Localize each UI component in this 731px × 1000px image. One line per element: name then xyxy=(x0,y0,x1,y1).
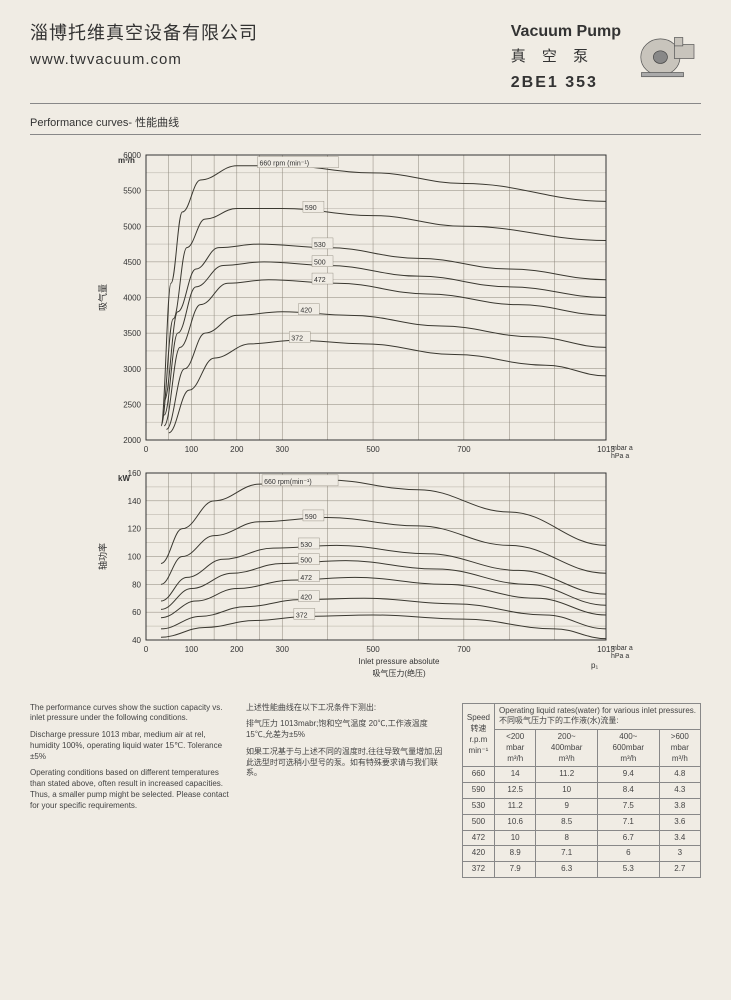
footer-en-p3: Operating conditions based on different … xyxy=(30,768,232,811)
svg-text:100: 100 xyxy=(184,445,198,454)
svg-text:hPa a: hPa a xyxy=(611,453,629,460)
svg-text:372: 372 xyxy=(291,335,303,342)
svg-text:200: 200 xyxy=(230,445,244,454)
svg-text:590: 590 xyxy=(304,513,316,520)
svg-text:0: 0 xyxy=(143,445,148,454)
footer-col-cn: 上述性能曲线在以下工况条件下测出: 排气压力 1013mabr;饱和空气温度 2… xyxy=(246,703,448,879)
svg-text:hPa a: hPa a xyxy=(611,653,629,660)
shaft-power-chart: 40608010012014016001002003005007001013mb… xyxy=(86,465,646,685)
svg-text:660 rpm (min⁻¹): 660 rpm (min⁻¹) xyxy=(259,160,309,167)
svg-text:500: 500 xyxy=(366,645,380,654)
svg-text:530: 530 xyxy=(300,541,312,548)
svg-text:kW: kW xyxy=(118,474,130,483)
svg-text:660 rpm(min⁻¹): 660 rpm(min⁻¹) xyxy=(264,478,312,485)
product-model: 2BE1 353 xyxy=(511,71,621,95)
footer-cn-p2: 排气压力 1013mabr;饱和空气温度 20℃,工作液温度 15℃,允差为±5… xyxy=(246,719,448,741)
svg-text:3500: 3500 xyxy=(123,329,141,338)
svg-text:Inlet pressure absolute: Inlet pressure absolute xyxy=(358,657,439,666)
svg-text:500: 500 xyxy=(300,557,312,564)
footer-col-en: The performance curves show the suction … xyxy=(30,703,232,879)
svg-text:轴功率: 轴功率 xyxy=(97,542,108,569)
svg-text:472: 472 xyxy=(314,277,326,284)
svg-text:m³/h: m³/h xyxy=(118,156,135,165)
svg-text:mbar a: mbar a xyxy=(611,645,633,652)
footer-table-wrap: Speed转速r.p.mmin⁻¹Operating liquid rates(… xyxy=(462,703,701,879)
footer-cn-p1: 上述性能曲线在以下工况条件下测出: xyxy=(246,703,448,714)
company-name-cn: 淄博托维真空设备有限公司 xyxy=(30,20,258,47)
svg-text:372: 372 xyxy=(295,612,307,619)
suction-capacity-chart: 2000250030003500400045005000550060000100… xyxy=(86,145,646,465)
svg-text:140: 140 xyxy=(127,496,141,505)
svg-text:420: 420 xyxy=(300,307,312,314)
header-left: 淄博托维真空设备有限公司 www.twvacuum.com xyxy=(30,20,258,72)
svg-text:472: 472 xyxy=(300,574,312,581)
svg-text:2000: 2000 xyxy=(123,436,141,445)
svg-text:500: 500 xyxy=(314,259,326,266)
footer-cn-p3: 如果工况基于与上述不同的温度时,往往导致气量增加,因此选型时可选稍小型号的泵。如… xyxy=(246,747,448,779)
svg-text:吸气压力(绝压): 吸气压力(绝压) xyxy=(372,668,426,678)
svg-text:mbar a: mbar a xyxy=(611,445,633,452)
svg-text:2500: 2500 xyxy=(123,400,141,409)
pump-icon xyxy=(631,30,701,85)
page: 淄博托维真空设备有限公司 www.twvacuum.com Vacuum Pum… xyxy=(0,0,731,1000)
footer-en-p2: Discharge pressure 1013 mbar, medium air… xyxy=(30,730,232,762)
svg-text:300: 300 xyxy=(275,645,289,654)
footer-en-p1: The performance curves show the suction … xyxy=(30,703,232,725)
svg-text:500: 500 xyxy=(366,445,380,454)
operating-liquid-table: Speed转速r.p.mmin⁻¹Operating liquid rates(… xyxy=(462,703,701,879)
svg-text:4000: 4000 xyxy=(123,293,141,302)
svg-text:300: 300 xyxy=(275,445,289,454)
svg-text:40: 40 xyxy=(132,636,141,645)
svg-text:420: 420 xyxy=(300,594,312,601)
header: 淄博托维真空设备有限公司 www.twvacuum.com Vacuum Pum… xyxy=(30,20,701,104)
svg-text:5000: 5000 xyxy=(123,222,141,231)
svg-text:0: 0 xyxy=(143,645,148,654)
svg-text:590: 590 xyxy=(304,205,316,212)
svg-text:200: 200 xyxy=(230,645,244,654)
svg-text:吸气量: 吸气量 xyxy=(97,283,108,310)
svg-text:3000: 3000 xyxy=(123,364,141,373)
svg-text:80: 80 xyxy=(132,580,141,589)
svg-text:530: 530 xyxy=(314,241,326,248)
svg-text:700: 700 xyxy=(457,445,471,454)
svg-text:4500: 4500 xyxy=(123,257,141,266)
svg-text:100: 100 xyxy=(127,552,141,561)
charts: 2000250030003500400045005000550060000100… xyxy=(86,145,646,685)
product-name-cn: 真 空 泵 xyxy=(511,46,621,69)
header-right: Vacuum Pump 真 空 泵 2BE1 353 xyxy=(511,20,701,95)
svg-text:100: 100 xyxy=(184,645,198,654)
footer: The performance curves show the suction … xyxy=(30,703,701,879)
section-title: Performance curves- 性能曲线 xyxy=(30,110,701,135)
svg-text:5500: 5500 xyxy=(123,186,141,195)
svg-text:60: 60 xyxy=(132,608,141,617)
svg-text:p₁: p₁ xyxy=(591,661,598,670)
svg-text:120: 120 xyxy=(127,524,141,533)
product-name-en: Vacuum Pump xyxy=(511,20,621,44)
company-url: www.twvacuum.com xyxy=(30,49,258,72)
svg-text:700: 700 xyxy=(457,645,471,654)
